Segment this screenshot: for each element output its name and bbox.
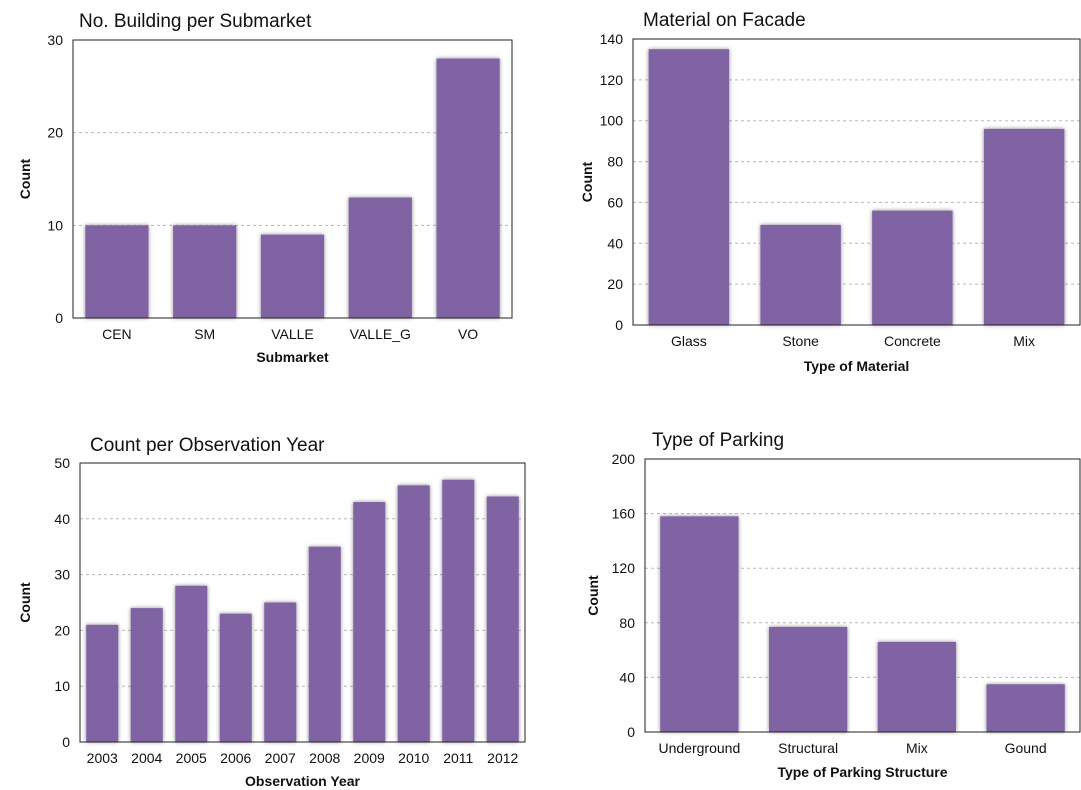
y-tick-label: 60: [607, 194, 623, 210]
bar-2012: [486, 496, 519, 742]
bar-gound: [986, 684, 1065, 732]
x-tick-label: Concrete: [884, 333, 941, 349]
bar-glass: [648, 49, 730, 325]
x-axis-label: Type of Parking Structure: [777, 764, 947, 780]
chart-buildings-per-submarket: No. Building per Submarket 0 10 20 30 CEN SM VA…: [17, 11, 513, 365]
x-tick-label: 2011: [443, 750, 473, 766]
bar-underground: [660, 516, 739, 732]
x-tick-label: VO: [458, 326, 478, 342]
bar-2003: [86, 624, 119, 742]
x-tick-label: 2007: [265, 750, 296, 766]
x-tick-label: 2004: [131, 750, 162, 766]
chart-type-of-parking: Type of Parking 0 40 80 120 160 200 Underground…: [585, 430, 1081, 780]
bar-structural: [768, 626, 848, 732]
chart-title: No. Building per Submarket: [79, 11, 312, 32]
bar-stone: [760, 224, 841, 325]
x-tick-label: 2012: [487, 750, 518, 766]
x-tick-label: Gound: [1005, 740, 1047, 756]
y-tick-label: 30: [54, 567, 70, 583]
y-axis-label: Count: [17, 158, 33, 199]
bar-2008: [308, 546, 341, 742]
y-axis-label: Count: [579, 161, 595, 202]
y-tick-label: 0: [615, 317, 623, 333]
x-tick-label: Stone: [782, 333, 819, 349]
bar-vo: [436, 58, 500, 319]
x-tick-label: 2003: [87, 750, 118, 766]
bar-2005: [175, 585, 208, 742]
bar-2011: [442, 479, 475, 742]
x-tick-label: 2006: [220, 750, 251, 766]
chart-title: Count per Observation Year: [90, 435, 325, 456]
x-tick-label: Glass: [671, 333, 707, 349]
y-tick-label: 10: [54, 678, 70, 694]
x-tick-label: 2008: [309, 750, 340, 766]
bar-2007: [264, 602, 297, 742]
y-tick-label: 20: [54, 622, 70, 638]
y-tick-label: 40: [54, 511, 70, 527]
y-tick-label: 0: [55, 310, 63, 326]
y-tick-label: 80: [607, 154, 623, 170]
x-tick-label: 2009: [354, 750, 385, 766]
y-tick-label: 20: [47, 125, 63, 141]
chart-count-per-observation-year: Count per Observation Year 0 10 20 30 40 50 200…: [17, 435, 526, 789]
bar-cen: [85, 225, 149, 318]
chart-title: Material on Facade: [643, 10, 806, 31]
x-axis-label: Observation Year: [245, 773, 360, 789]
bar-sm: [173, 225, 237, 318]
y-tick-label: 20: [607, 276, 623, 292]
y-tick-label: 120: [600, 72, 624, 88]
bar-2004: [130, 608, 163, 742]
x-tick-label: Mix: [906, 740, 928, 756]
y-tick-label: 160: [612, 506, 636, 522]
plot-frame: [79, 462, 526, 743]
y-tick-label: 140: [600, 31, 624, 47]
bar-2006: [219, 613, 252, 742]
x-tick-label: VALLE_G: [350, 326, 411, 342]
y-tick-label: 40: [607, 235, 623, 251]
y-tick-label: 30: [47, 32, 63, 48]
x-tick-label: 2010: [398, 750, 429, 766]
plot-frame: [632, 38, 1081, 326]
y-tick-label: 100: [600, 113, 624, 129]
bar-valle-g: [348, 197, 412, 318]
y-axis-label: Count: [585, 575, 601, 616]
bar-2009: [353, 502, 386, 742]
y-tick-label: 0: [627, 724, 635, 740]
chart-title: Type of Parking: [652, 430, 784, 451]
x-tick-label: Structural: [778, 740, 838, 756]
y-tick-label: 200: [612, 451, 636, 467]
y-tick-label: 10: [47, 217, 63, 233]
x-tick-label: SM: [194, 326, 215, 342]
bar-2010: [397, 485, 430, 742]
x-axis-label: Type of Material: [804, 358, 910, 374]
x-tick-label: 2005: [176, 750, 207, 766]
y-axis-label: Count: [17, 582, 33, 623]
bar-mix: [877, 641, 957, 732]
x-tick-label: Mix: [1013, 333, 1035, 349]
y-tick-label: 40: [619, 669, 635, 685]
x-tick-label: CEN: [102, 326, 132, 342]
plot-frame: [72, 39, 513, 319]
bar-mix: [983, 128, 1065, 325]
x-tick-label: VALLE: [271, 326, 314, 342]
x-tick-label: Underground: [659, 740, 741, 756]
y-tick-label: 0: [62, 734, 70, 750]
bar-valle: [260, 234, 325, 318]
x-axis-label: Submarket: [256, 349, 329, 365]
plot-frame: [644, 458, 1081, 733]
chart-material-on-facade: Material on Facade 0 20 40 60 80 100 120 140 Glas…: [579, 10, 1081, 374]
y-tick-label: 120: [612, 560, 636, 576]
bar-concrete: [872, 210, 953, 325]
y-tick-label: 50: [54, 455, 70, 471]
y-tick-label: 80: [619, 615, 635, 631]
